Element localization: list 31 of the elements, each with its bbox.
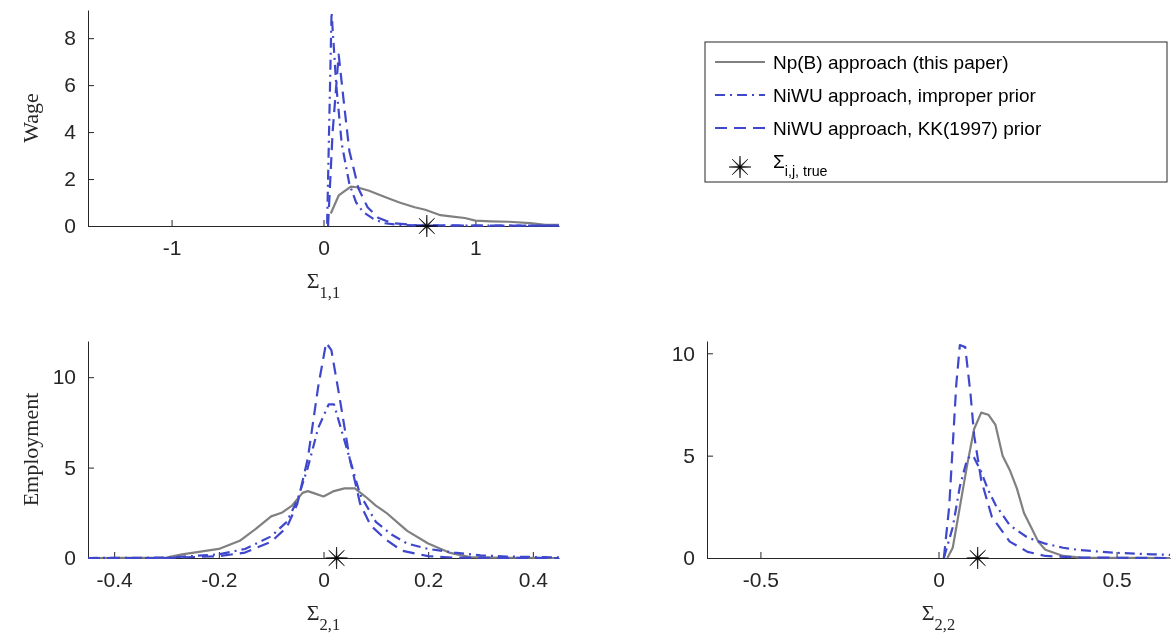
x-tick-label: -1 <box>162 235 182 259</box>
x-tick-label: 0.5 <box>1102 567 1132 591</box>
x-tick-label: 0 <box>933 567 945 591</box>
legend-label: Np(B) approach (this paper) <box>773 52 1009 73</box>
legend-label: Σ$_{i,j, true}$ <box>773 151 828 179</box>
x-tick-label: 0 <box>318 235 330 259</box>
y-tick-label: 8 <box>64 26 76 50</box>
x-tick-label: -0.2 <box>201 567 238 591</box>
y-axis-title: Wage <box>18 93 43 143</box>
y-tick-label: 0 <box>64 214 76 238</box>
x-axis-title: Σ$_{2,1}$ <box>306 600 341 634</box>
x-tick-label: 0.2 <box>414 567 444 591</box>
y-tick-label: 6 <box>64 73 76 97</box>
y-tick-label: 2 <box>64 167 76 191</box>
x-tick-label: -0.5 <box>742 567 780 591</box>
x-tick-label: -0.4 <box>96 567 134 591</box>
y-tick-label: 4 <box>64 120 77 144</box>
legend-label: NiWU approach, KK(1997) prior <box>773 118 1042 139</box>
x-tick-label: 0.4 <box>518 567 549 591</box>
x-axis-title: Σ$_{2,2}$ <box>921 600 956 634</box>
y-axis-title: Employment <box>18 392 43 507</box>
y-tick-label: 0 <box>683 546 695 570</box>
y-tick-label: 5 <box>683 443 695 467</box>
y-tick-label: 0 <box>64 546 76 570</box>
y-tick-label: 10 <box>671 341 695 365</box>
x-tick-label: 0 <box>318 567 330 591</box>
y-tick-label: 10 <box>52 365 76 389</box>
y-tick-label: 5 <box>64 455 76 479</box>
x-tick-label: 1 <box>470 235 482 259</box>
legend-label: NiWU approach, improper prior <box>773 85 1037 106</box>
x-axis-title: Σ$_{1,1}$ <box>306 268 341 302</box>
